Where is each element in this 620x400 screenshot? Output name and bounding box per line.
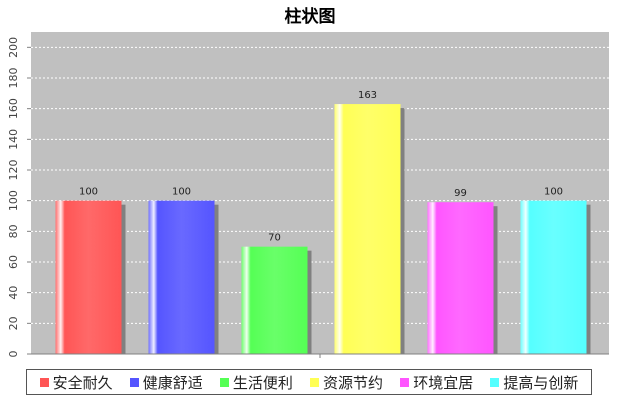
legend-swatch xyxy=(490,377,500,387)
bars xyxy=(55,104,591,354)
legend-swatch xyxy=(400,377,410,387)
y-tick-label: 180 xyxy=(7,68,20,89)
legend: 安全耐久 健康舒适 生活便利 资源节约 环境宜居 提高与创新 xyxy=(26,369,592,395)
y-tick-label: 160 xyxy=(7,98,20,119)
data-label: 70 xyxy=(268,233,281,244)
data-labels: 100 100 70 163 99 100 xyxy=(79,90,563,244)
legend-item: 环境宜居 xyxy=(400,372,473,393)
chart-title: 柱状图 xyxy=(284,7,336,27)
y-tick-label: 100 xyxy=(7,190,20,211)
bar-2[interactable] xyxy=(241,246,308,354)
legend-item: 安全耐久 xyxy=(39,372,113,393)
y-tick-label: 200 xyxy=(7,37,20,58)
legend-label: 环境宜居 xyxy=(413,373,474,392)
gridlines xyxy=(31,46,609,324)
y-tick-label: 0 xyxy=(7,351,20,358)
data-label: 100 xyxy=(544,187,563,198)
data-label: 163 xyxy=(358,90,377,101)
data-label: 100 xyxy=(172,187,191,198)
legend-label: 生活便利 xyxy=(232,373,293,392)
legend-label: 健康舒适 xyxy=(142,373,203,392)
y-tick-label: 20 xyxy=(7,316,20,330)
y-tick-label: 60 xyxy=(7,255,20,269)
legend-label: 提高与创新 xyxy=(503,373,579,392)
legend-swatch xyxy=(129,377,139,387)
y-tick-label: 120 xyxy=(7,160,20,181)
bar-1[interactable] xyxy=(148,200,215,354)
data-label: 99 xyxy=(454,188,467,199)
data-label: 100 xyxy=(79,187,98,198)
y-axis: 0 20 40 60 80 100 120 140 160 180 200 xyxy=(7,37,31,358)
y-tick-label: 140 xyxy=(7,129,20,150)
legend-item: 资源节约 xyxy=(310,372,383,393)
bar-chart: 0 20 40 60 80 100 120 140 160 180 200 100 100 70 163 9… xyxy=(7,32,609,358)
y-tick-label: 40 xyxy=(7,286,20,300)
bar-5[interactable] xyxy=(520,200,587,354)
bar-4[interactable] xyxy=(427,202,494,354)
legend-swatch xyxy=(310,377,320,387)
legend-item: 健康舒适 xyxy=(129,372,203,393)
legend-swatch xyxy=(219,377,229,387)
bar-0[interactable] xyxy=(55,200,122,354)
bar-3[interactable] xyxy=(334,104,401,354)
y-tick-label: 80 xyxy=(7,224,20,238)
legend-item: 生活便利 xyxy=(219,372,293,393)
legend-item: 提高与创新 xyxy=(490,372,578,393)
plot-area xyxy=(31,32,609,354)
legend-label: 安全耐久 xyxy=(52,373,113,392)
legend-swatch xyxy=(39,377,49,387)
legend-label: 资源节约 xyxy=(323,373,384,392)
